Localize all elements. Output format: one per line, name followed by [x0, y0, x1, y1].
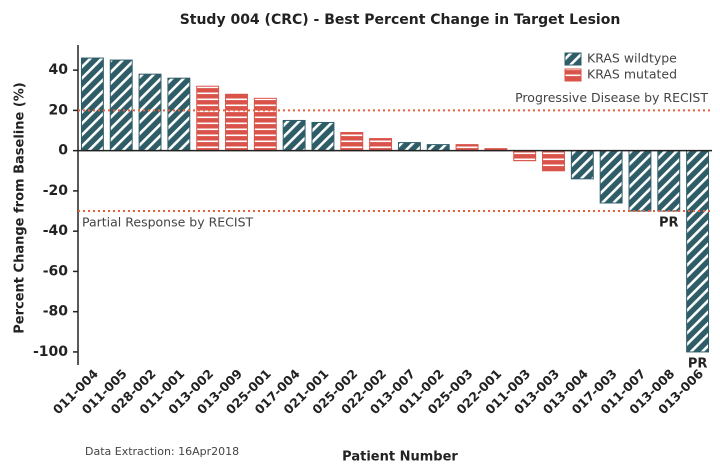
bar: [167, 77, 191, 152]
y-tick-label: 20: [49, 102, 69, 118]
legend-label: KRAS mutated: [587, 67, 677, 82]
annotation: PR: [659, 216, 679, 231]
bar: [397, 142, 421, 152]
y-tick-label: 0: [58, 143, 68, 159]
bar: [80, 57, 104, 152]
chart-title: Study 004 (CRC) - Best Percent Change in…: [180, 12, 621, 28]
bar: [513, 150, 537, 162]
bar: [369, 138, 393, 152]
y-tick-label: -40: [43, 223, 69, 239]
bar: [196, 85, 220, 152]
bar: [570, 150, 594, 180]
bar: [253, 97, 277, 152]
bar: [311, 121, 335, 152]
bar: [225, 93, 248, 152]
y-tick-label: -100: [33, 344, 68, 360]
footnote: Data Extraction: 16Apr2018: [85, 445, 239, 458]
bar: [282, 119, 306, 152]
bar: [542, 150, 565, 172]
bar: [109, 59, 133, 152]
x-axis-label: Patient Number: [342, 450, 458, 464]
annotation: PR: [688, 356, 708, 371]
bar: [138, 73, 162, 152]
bar: [686, 150, 710, 353]
reference-label: Partial Response by RECIST: [82, 215, 254, 230]
y-tick-label: -80: [43, 304, 69, 320]
legend-swatch: [564, 68, 582, 82]
y-tick-label: -60: [43, 263, 69, 279]
bar: [628, 150, 652, 212]
bar: [340, 132, 364, 152]
bar: [455, 144, 479, 152]
legend-label: KRAS wildtype: [587, 51, 677, 66]
legend-swatch: [564, 52, 582, 66]
bar: [426, 144, 450, 152]
bar: [657, 150, 681, 212]
bar: [599, 150, 623, 204]
y-axis-label: Percent Change from Baseline (%): [13, 82, 28, 333]
reference-label: Progressive Disease by RECIST: [515, 90, 708, 105]
y-tick-label: -20: [43, 183, 69, 199]
y-tick-label: 40: [49, 62, 69, 78]
